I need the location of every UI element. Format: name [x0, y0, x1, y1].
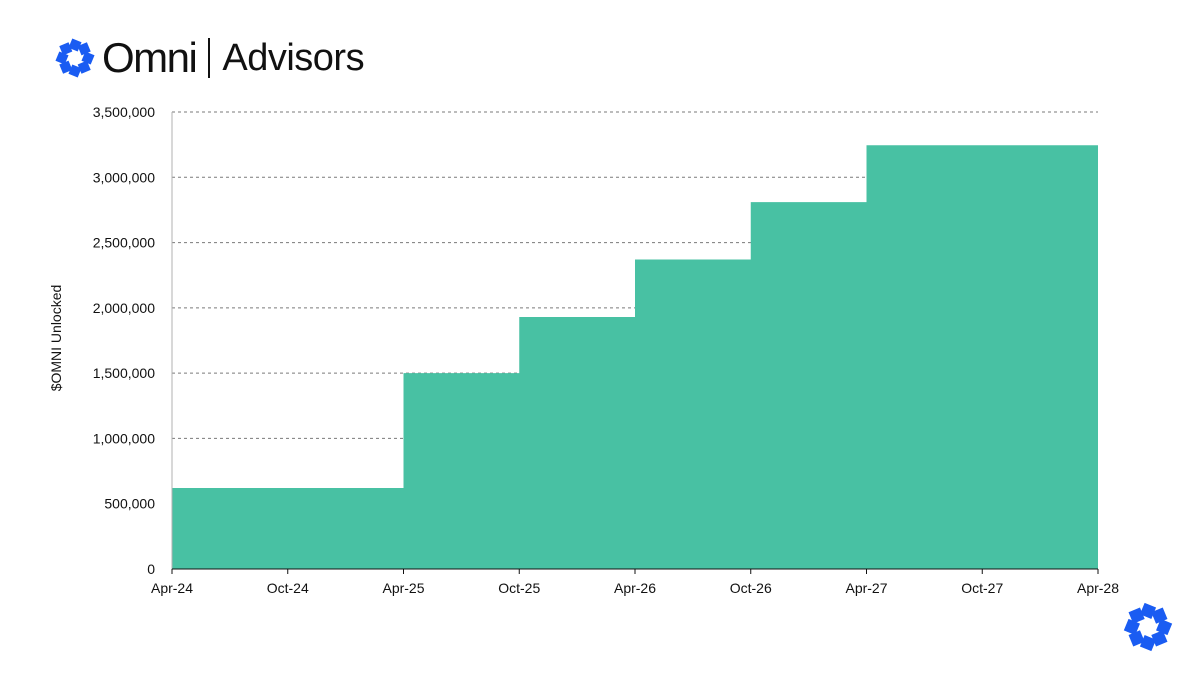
x-tick-labels: Apr-24 Oct-24 Apr-25 Oct-25 Apr-26 Oct-26 Apr-… [151, 569, 1119, 596]
brand-subtitle: Advisors [222, 37, 365, 79]
logo-segment [1128, 630, 1145, 647]
brand-divider [208, 38, 211, 78]
logo-segment [77, 42, 91, 56]
area-series [172, 145, 1098, 569]
logo-segment [77, 60, 91, 74]
y-axis-title: $OMNI Unlocked [48, 285, 64, 392]
brand-name: Omni [102, 34, 198, 81]
y-tick-label: 2,000,000 [93, 300, 155, 316]
logo-segment [1156, 618, 1173, 636]
y-tick-label: 3,500,000 [93, 104, 155, 120]
logo-segment [1151, 630, 1168, 647]
logo-segment [1139, 635, 1157, 652]
x-tick-label: Oct-27 [961, 580, 1003, 596]
logo-segment [59, 60, 73, 74]
y-tick-label: 0 [147, 561, 155, 577]
y-tick-label: 2,500,000 [93, 235, 155, 251]
y-tick-label: 3,000,000 [93, 169, 155, 185]
omni-corner-logo-icon [1123, 602, 1173, 652]
x-tick-label: Oct-24 [267, 580, 309, 596]
x-tick-label: Oct-25 [498, 580, 540, 596]
y-tick-label: 500,000 [104, 496, 155, 512]
x-tick-label: Oct-26 [730, 580, 772, 596]
y-tick-label: 1,000,000 [93, 430, 155, 446]
y-tick-label: 1,500,000 [93, 365, 155, 381]
logo-segment [1128, 607, 1145, 624]
logo-segment [1123, 618, 1140, 636]
logo-segment [55, 51, 69, 65]
logo-segment [68, 38, 82, 52]
logo-segment [59, 42, 73, 56]
x-tick-label: Apr-28 [1077, 580, 1119, 596]
x-tick-label: Apr-26 [614, 580, 656, 596]
x-tick-label: Apr-27 [845, 580, 887, 596]
logo-segment [1139, 602, 1157, 619]
x-tick-label: Apr-25 [382, 580, 424, 596]
x-tick-label: Apr-24 [151, 580, 193, 596]
logo-segment [1151, 607, 1168, 624]
omni-logo-icon [55, 38, 95, 78]
logo-segment [68, 64, 82, 78]
brand-header: Omni Advisors [54, 34, 365, 82]
unlock-area [172, 145, 1098, 569]
y-tick-labels: 0 500,000 1,000,000 1,500,000 2,000,000 2,500… [93, 104, 156, 577]
logo-segment [81, 51, 95, 65]
